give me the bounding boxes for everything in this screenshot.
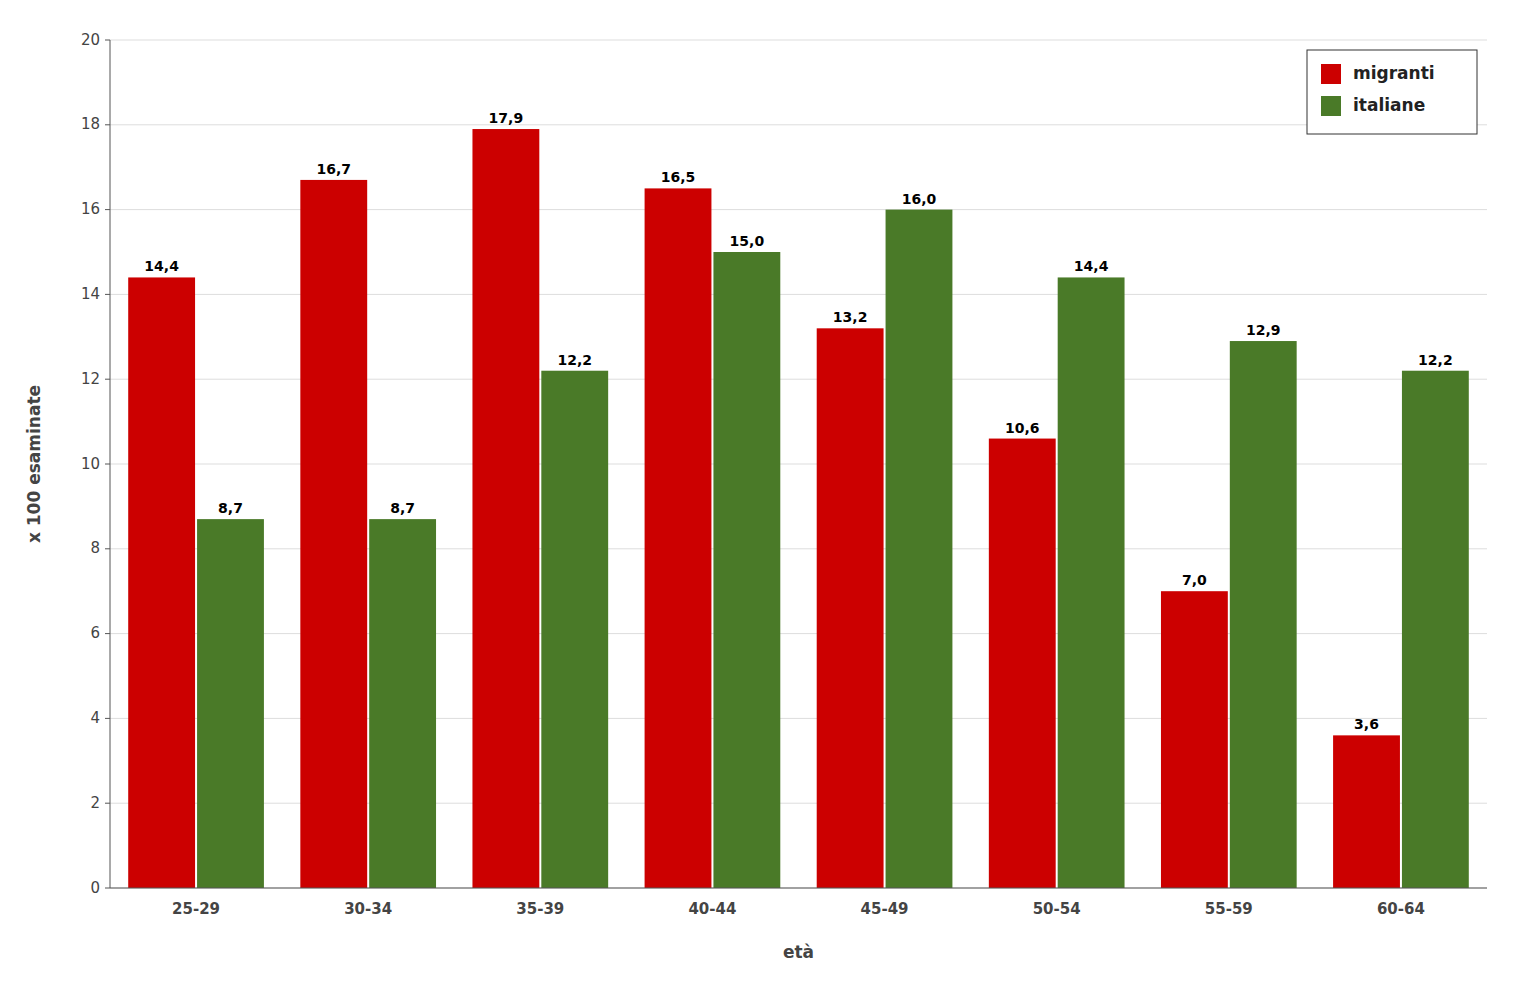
bar (300, 180, 367, 888)
grid-line (110, 124, 1487, 125)
y-tick (105, 294, 110, 295)
y-tick (105, 548, 110, 549)
y-tick (105, 888, 110, 889)
grid-line (110, 888, 1487, 889)
bar (817, 328, 884, 888)
data-label: 14,4 (144, 258, 179, 274)
y-tick-label: 20 (81, 31, 100, 49)
y-tick-label: 14 (81, 285, 100, 303)
y-tick-label: 4 (90, 709, 100, 727)
bar (1333, 735, 1400, 888)
y-tick (105, 803, 110, 804)
data-label: 15,0 (730, 233, 765, 249)
y-tick-label: 12 (81, 370, 100, 388)
chart-svg: 0 2 4 6 8 10 12 14 16 18 20 14,4 16,7 17,9 16,5 13,2 10,… (0, 0, 1527, 998)
x-tick-label: 35-39 (516, 900, 564, 918)
data-label: 17,9 (489, 110, 524, 126)
y-tick (105, 464, 110, 465)
data-label: 14,4 (1074, 258, 1109, 274)
bar (1161, 591, 1228, 888)
data-label: 13,2 (833, 309, 868, 325)
y-tick-label: 2 (90, 794, 100, 812)
y-tick (105, 209, 110, 210)
legend-box (1307, 50, 1477, 134)
bar (472, 129, 539, 888)
bar (886, 210, 953, 888)
data-label: 12,2 (1418, 352, 1453, 368)
y-tick-label: 8 (90, 539, 100, 557)
bar (128, 277, 195, 888)
y-tick-label: 10 (81, 455, 100, 473)
y-tick (105, 633, 110, 634)
bar (1230, 341, 1297, 888)
legend-label: italiane (1353, 95, 1425, 115)
data-label: 16,0 (902, 191, 937, 207)
x-tick-label: 55-59 (1205, 900, 1253, 918)
data-label: 3,6 (1354, 716, 1379, 732)
data-label: 7,0 (1182, 572, 1207, 588)
y-tick (105, 718, 110, 719)
bar (1058, 277, 1125, 888)
data-label: 8,7 (390, 500, 415, 516)
data-label: 10,6 (1005, 420, 1040, 436)
x-tick-label: 30-34 (344, 900, 392, 918)
y-axis-label: x 100 esaminate (24, 385, 44, 543)
y-tick-label: 18 (81, 115, 100, 133)
x-tick-label: 45-49 (861, 900, 909, 918)
bar (369, 519, 436, 888)
y-tick (105, 379, 110, 380)
x-tick-label: 60-64 (1377, 900, 1425, 918)
legend-swatch (1321, 96, 1341, 116)
bar (541, 371, 608, 888)
data-label: 12,2 (557, 352, 592, 368)
chart-container: 0 2 4 6 8 10 12 14 16 18 20 14,4 16,7 17,9 16,5 13,2 10,… (0, 0, 1527, 998)
grid (110, 40, 1487, 888)
y-tick-label: 16 (81, 200, 100, 218)
bar (197, 519, 264, 888)
data-label: 8,7 (218, 500, 243, 516)
legend: migranti italiane (1307, 50, 1477, 134)
x-axis-line (110, 888, 1487, 889)
x-tick-label: 25-29 (172, 900, 220, 918)
bar (713, 252, 780, 888)
grid-line (110, 40, 1487, 41)
data-label: 12,9 (1246, 322, 1281, 338)
legend-label: migranti (1353, 63, 1435, 83)
x-tick-label: 50-54 (1033, 900, 1081, 918)
y-tick (105, 40, 110, 41)
bar (645, 188, 712, 888)
bar (1402, 371, 1469, 888)
legend-swatch (1321, 64, 1341, 84)
x-axis-label: età (783, 942, 814, 962)
data-label: 16,5 (661, 169, 696, 185)
bar (989, 439, 1056, 888)
bars (128, 129, 1469, 888)
y-tick (105, 124, 110, 125)
x-tick-label: 40-44 (688, 900, 736, 918)
y-tick-label: 6 (90, 624, 100, 642)
y-axis-line (110, 40, 111, 888)
y-tick-label: 0 (90, 879, 100, 897)
data-label: 16,7 (316, 161, 351, 177)
